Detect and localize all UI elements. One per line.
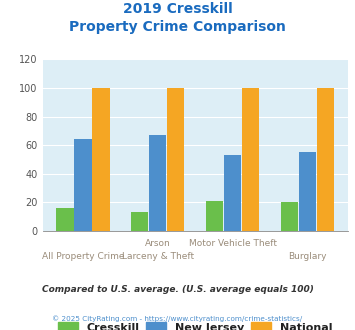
Text: All Property Crime: All Property Crime <box>42 252 124 261</box>
Bar <box>224 155 241 231</box>
Text: © 2025 CityRating.com - https://www.cityrating.com/crime-statistics/: © 2025 CityRating.com - https://www.city… <box>53 315 302 322</box>
Text: Compared to U.S. average. (U.S. average equals 100): Compared to U.S. average. (U.S. average … <box>42 285 313 294</box>
Text: Arson: Arson <box>145 239 171 248</box>
Bar <box>281 202 298 231</box>
Text: Burglary: Burglary <box>288 252 327 261</box>
Text: 2019 Cresskill: 2019 Cresskill <box>122 2 233 16</box>
Bar <box>242 88 259 231</box>
Text: Motor Vehicle Theft: Motor Vehicle Theft <box>189 239 277 248</box>
Bar <box>75 140 92 231</box>
Bar <box>149 135 166 231</box>
Bar <box>167 88 184 231</box>
Bar <box>92 88 110 231</box>
Text: Larceny & Theft: Larceny & Theft <box>122 252 194 261</box>
Legend: Cresskill, New Jersey, National: Cresskill, New Jersey, National <box>55 319 336 330</box>
Bar <box>206 201 223 231</box>
Bar <box>299 152 316 231</box>
Bar <box>56 208 74 231</box>
Bar <box>131 213 148 231</box>
Text: Property Crime Comparison: Property Crime Comparison <box>69 20 286 34</box>
Bar <box>317 88 334 231</box>
